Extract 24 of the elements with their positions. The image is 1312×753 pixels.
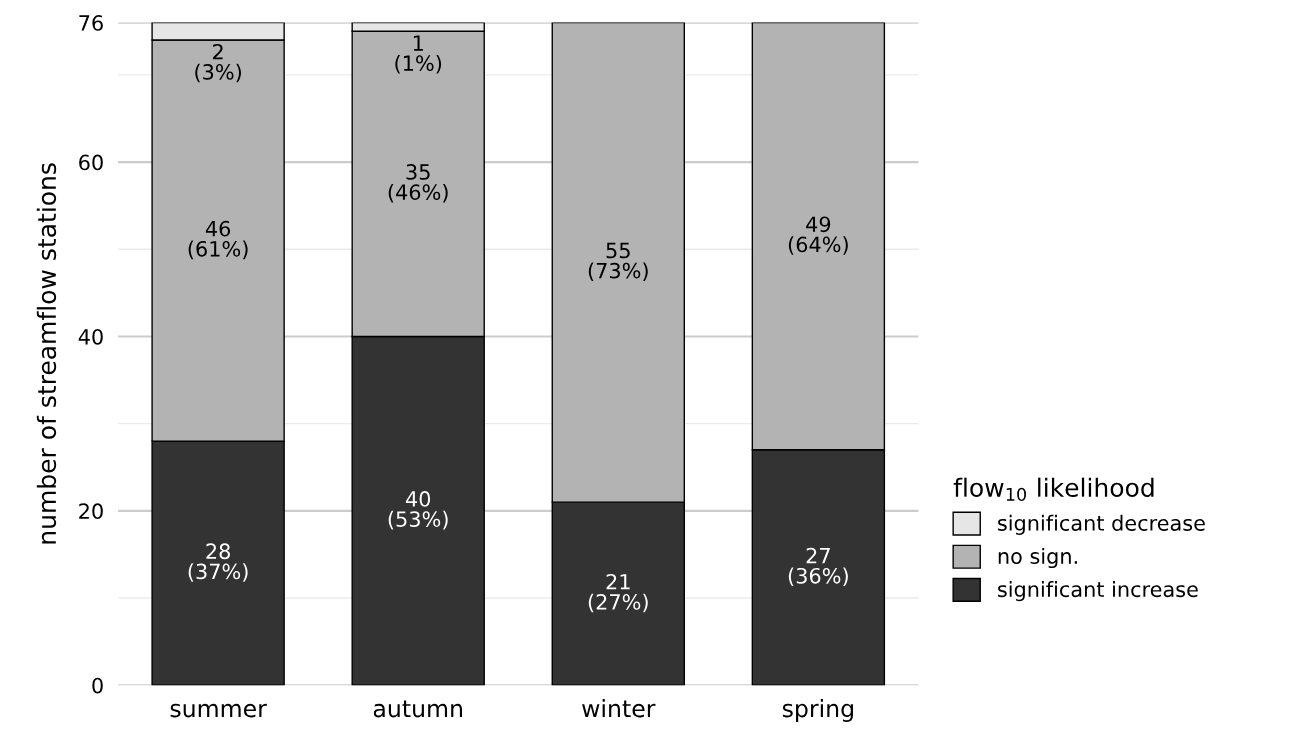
x-tick-label: summer bbox=[170, 703, 267, 718]
legend-label: significant increase bbox=[998, 581, 1198, 602]
data-label: 35 (46%) bbox=[388, 164, 448, 203]
data-label: 55 (73%) bbox=[588, 242, 648, 281]
data-label: 27 (36%) bbox=[788, 547, 848, 587]
data-label: 40 (53%) bbox=[388, 491, 448, 530]
y-axis-title: number of streamflow stations bbox=[36, 163, 57, 544]
y-tick-label: 76 bbox=[79, 15, 103, 31]
y-tick-label: 60 bbox=[79, 154, 103, 171]
y-tick-label: 40 bbox=[78, 328, 103, 345]
x-tick-label: autumn bbox=[373, 700, 463, 718]
data-label: 49 (64%) bbox=[788, 216, 848, 255]
x-tick-label: winter bbox=[582, 699, 656, 718]
y-tick-label: 0 bbox=[92, 677, 103, 694]
data-label: 46 (61%) bbox=[188, 220, 248, 260]
x-tick-label: spring bbox=[782, 699, 853, 722]
data-label: 1 (1%) bbox=[395, 35, 442, 74]
y-tick-label: 20 bbox=[79, 503, 103, 520]
legend-label: no sign. bbox=[998, 547, 1077, 569]
legend-title: flow$_{10}$ likelihood bbox=[953, 477, 1154, 502]
data-label: 28 (37%) bbox=[188, 543, 248, 582]
data-label: 21 (27%) bbox=[588, 573, 648, 613]
data-label: 2 (3%) bbox=[195, 43, 241, 83]
legend-label: significant decrease bbox=[998, 514, 1205, 535]
